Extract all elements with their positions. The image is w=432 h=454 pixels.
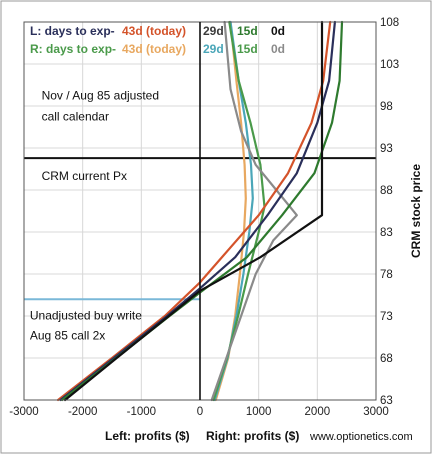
legend-left-item: 43d (today) bbox=[122, 24, 186, 38]
y-tick-label: 78 bbox=[380, 269, 393, 281]
right-series-line bbox=[212, 20, 266, 402]
annotation-text: Aug 85 call 2x bbox=[30, 329, 105, 343]
legend-left-item: 15d bbox=[237, 24, 258, 38]
x-tick-label: 2000 bbox=[305, 406, 331, 418]
series-lines bbox=[56, 20, 344, 402]
left-series-line bbox=[59, 20, 336, 402]
x-tick-label: 3000 bbox=[363, 406, 389, 418]
x-tick-label: 0 bbox=[197, 406, 203, 418]
y-tick-label: 88 bbox=[380, 185, 393, 197]
left-series-line bbox=[56, 20, 332, 402]
x-tick-label: -1000 bbox=[127, 406, 156, 418]
annotation-text: CRM current Px bbox=[42, 169, 127, 183]
x-tick-label: -3000 bbox=[9, 406, 38, 418]
legend-right-item: 29d bbox=[203, 42, 224, 56]
x-axis-label-right: Right: profits ($) bbox=[206, 429, 299, 443]
annotation-text: Nov / Aug 85 adjusted bbox=[42, 88, 159, 102]
y-tick-label: 63 bbox=[380, 395, 393, 407]
credit-text: www.optionetics.com bbox=[309, 431, 413, 443]
y-tick-label: 93 bbox=[380, 143, 393, 155]
y-tick-label: 68 bbox=[380, 353, 393, 365]
annotation-text: call calendar bbox=[42, 109, 109, 123]
y-tick-label: 73 bbox=[380, 311, 393, 323]
legend-left-item: 29d bbox=[203, 24, 224, 38]
y-tick-label: 108 bbox=[380, 17, 399, 29]
y-tick-label: 83 bbox=[380, 227, 393, 239]
y-tick-label: 103 bbox=[380, 59, 399, 71]
x-axis-label-left: Left: profits ($) bbox=[105, 429, 190, 443]
y-axis-label: CRM stock price bbox=[409, 164, 423, 258]
right-series-line bbox=[210, 20, 298, 402]
legend-right-item: 43d (today) bbox=[122, 42, 186, 56]
legend-right-item: 15d bbox=[237, 42, 258, 56]
legend-right-prefix: R: days to exp- bbox=[30, 42, 116, 56]
x-tick-label: 1000 bbox=[246, 406, 272, 418]
axes bbox=[23, 21, 377, 401]
x-tick-label: -2000 bbox=[68, 406, 97, 418]
legend-left-prefix: L: days to exp- bbox=[30, 24, 115, 38]
y-tick-label: 98 bbox=[380, 101, 393, 113]
annotation-text: Unadjusted buy write bbox=[30, 308, 142, 322]
legend-left-item: 0d bbox=[271, 24, 285, 38]
legend-right-item: 0d bbox=[271, 42, 285, 56]
